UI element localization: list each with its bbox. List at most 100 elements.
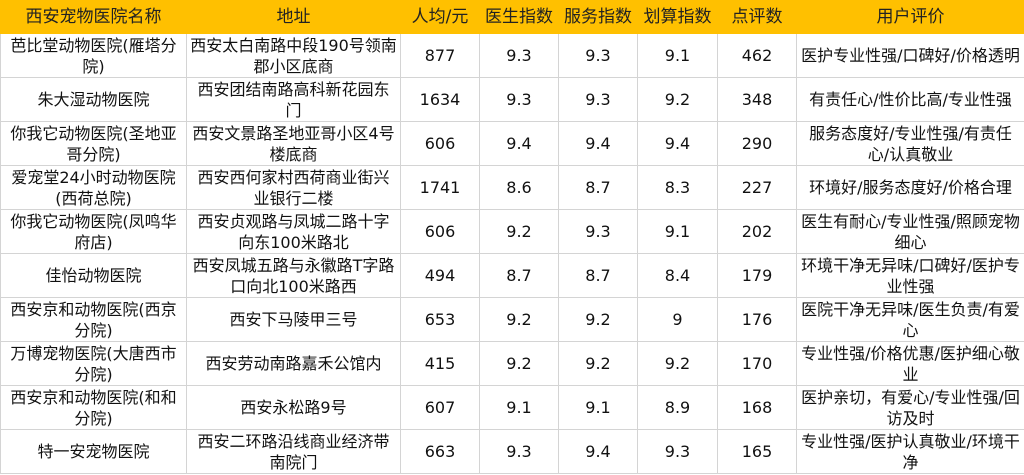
cell-service-index[interactable]: 9.4: [558, 429, 638, 474]
cell-address[interactable]: 西安下马陵甲三号: [186, 297, 401, 342]
table-row: 芭比堂动物医院(雁塔分院) 西安太白南路中段190号领南郡小区底商 877 9.3 9.…: [0, 33, 1024, 78]
col-header-review-count[interactable]: 点评数: [717, 0, 797, 34]
cell-price[interactable]: 663: [400, 429, 480, 474]
cell-doctor-index[interactable]: 9.3: [479, 429, 559, 474]
cell-review-count[interactable]: 290: [717, 121, 797, 166]
cell-review-count[interactable]: 170: [717, 341, 797, 386]
cell-value-index[interactable]: 9.1: [637, 209, 718, 254]
cell-price[interactable]: 415: [400, 341, 480, 386]
cell-doctor-index[interactable]: 8.6: [479, 165, 559, 210]
cell-doctor-index[interactable]: 9.2: [479, 297, 559, 342]
col-header-name[interactable]: 西安宠物医院名称: [0, 0, 187, 34]
cell-doctor-index[interactable]: 9.3: [479, 33, 559, 78]
cell-value-index[interactable]: 9.1: [637, 33, 718, 78]
cell-review-count[interactable]: 165: [717, 429, 797, 474]
cell-value-index[interactable]: 8.9: [637, 385, 718, 430]
cell-service-index[interactable]: 9.3: [558, 209, 638, 254]
cell-review-count[interactable]: 227: [717, 165, 797, 210]
cell-address[interactable]: 西安太白南路中段190号领南郡小区底商: [186, 33, 401, 78]
cell-price[interactable]: 653: [400, 297, 480, 342]
cell-price[interactable]: 877: [400, 33, 480, 78]
cell-value-index[interactable]: 9.2: [637, 341, 718, 386]
table-row: 佳怡动物医院 西安凤城五路与永徽路T字路口向北100米路西 494 8.7 8.7 8.4…: [0, 253, 1024, 298]
table-row: 你我它动物医院(凤鸣华府店) 西安贞观路与凤城二路十字向东100米路北 606 9.2…: [0, 209, 1024, 254]
cell-address[interactable]: 西安西何家村西荷商业街兴业银行二楼: [186, 165, 401, 210]
cell-value-index[interactable]: 9: [637, 297, 718, 342]
table-row: 特一安宠物医院 西安二环路沿线商业经济带南院门 663 9.3 9.4 9.3 165 专业性…: [0, 429, 1024, 474]
cell-name[interactable]: 爱宠堂24小时动物医院(西荷总院): [0, 165, 187, 210]
cell-address[interactable]: 西安贞观路与凤城二路十字向东100米路北: [186, 209, 401, 254]
cell-name[interactable]: 朱大湿动物医院: [0, 77, 187, 122]
table-row: 西安京和动物医院(西京分院) 西安下马陵甲三号 653 9.2 9.2 9 176 医院干净无…: [0, 297, 1024, 342]
cell-price[interactable]: 494: [400, 253, 480, 298]
cell-name[interactable]: 你我它动物医院(凤鸣华府店): [0, 209, 187, 254]
cell-address[interactable]: 西安文景路圣地亚哥小区4号楼底商: [186, 121, 401, 166]
cell-price[interactable]: 606: [400, 121, 480, 166]
cell-name[interactable]: 特一安宠物医院: [0, 429, 187, 474]
cell-review-count[interactable]: 176: [717, 297, 797, 342]
cell-service-index[interactable]: 9.2: [558, 297, 638, 342]
cell-review-count[interactable]: 462: [717, 33, 797, 78]
col-header-service-index[interactable]: 服务指数: [558, 0, 638, 34]
cell-name[interactable]: 佳怡动物医院: [0, 253, 187, 298]
cell-value-index[interactable]: 8.4: [637, 253, 718, 298]
cell-name[interactable]: 西安京和动物医院(和和分院): [0, 385, 187, 430]
cell-doctor-index[interactable]: 9.2: [479, 341, 559, 386]
table-row: 你我它动物医院(圣地亚哥分院) 西安文景路圣地亚哥小区4号楼底商 606 9.4 9.4…: [0, 121, 1024, 166]
cell-price[interactable]: 607: [400, 385, 480, 430]
cell-user-review[interactable]: 专业性强/价格优惠/医护细心敬业: [796, 341, 1024, 386]
cell-user-review[interactable]: 专业性强/医护认真敬业/环境干净: [796, 429, 1024, 474]
cell-user-review[interactable]: 医护专业性强/口碑好/价格透明: [796, 33, 1024, 78]
cell-address[interactable]: 西安二环路沿线商业经济带南院门: [186, 429, 401, 474]
cell-doctor-index[interactable]: 8.7: [479, 253, 559, 298]
cell-price[interactable]: 1634: [400, 77, 480, 122]
cell-review-count[interactable]: 179: [717, 253, 797, 298]
table-row: 爱宠堂24小时动物医院(西荷总院) 西安西何家村西荷商业街兴业银行二楼 1741 8.…: [0, 165, 1024, 210]
cell-value-index[interactable]: 8.3: [637, 165, 718, 210]
cell-name[interactable]: 万博宠物医院(大唐西市分院): [0, 341, 187, 386]
cell-name[interactable]: 你我它动物医院(圣地亚哥分院): [0, 121, 187, 166]
cell-name[interactable]: 西安京和动物医院(西京分院): [0, 297, 187, 342]
cell-user-review[interactable]: 医院干净无异味/医生负责/有爱心: [796, 297, 1024, 342]
cell-service-index[interactable]: 9.1: [558, 385, 638, 430]
col-header-doctor-index[interactable]: 医生指数: [479, 0, 559, 34]
cell-user-review[interactable]: 服务态度好/专业性强/有责任心/认真敬业: [796, 121, 1024, 166]
cell-review-count[interactable]: 348: [717, 77, 797, 122]
cell-name[interactable]: 芭比堂动物医院(雁塔分院): [0, 33, 187, 78]
cell-service-index[interactable]: 9.2: [558, 341, 638, 386]
cell-user-review[interactable]: 环境干净无异味/口碑好/医护专业性强: [796, 253, 1024, 298]
col-header-address[interactable]: 地址: [186, 0, 401, 34]
table-row: 西安京和动物医院(和和分院) 西安永松路9号 607 9.1 9.1 8.9 168 医护亲切…: [0, 385, 1024, 430]
cell-value-index[interactable]: 9.2: [637, 77, 718, 122]
cell-doctor-index[interactable]: 9.3: [479, 77, 559, 122]
cell-doctor-index[interactable]: 9.2: [479, 209, 559, 254]
cell-user-review[interactable]: 环境好/服务态度好/价格合理: [796, 165, 1024, 210]
cell-service-index[interactable]: 9.3: [558, 77, 638, 122]
cell-doctor-index[interactable]: 9.4: [479, 121, 559, 166]
col-header-price[interactable]: 人均/元: [400, 0, 480, 34]
header-row: 西安宠物医院名称 地址 人均/元 医生指数 服务指数 划算指数 点评数 用户评价: [0, 0, 1024, 34]
cell-address[interactable]: 西安凤城五路与永徽路T字路口向北100米路西: [186, 253, 401, 298]
cell-price[interactable]: 1741: [400, 165, 480, 210]
cell-address[interactable]: 西安劳动南路嘉禾公馆内: [186, 341, 401, 386]
cell-price[interactable]: 606: [400, 209, 480, 254]
cell-doctor-index[interactable]: 9.1: [479, 385, 559, 430]
cell-user-review[interactable]: 医护亲切，有爱心/专业性强/回访及时: [796, 385, 1024, 430]
cell-review-count[interactable]: 202: [717, 209, 797, 254]
col-header-value-index[interactable]: 划算指数: [637, 0, 718, 34]
cell-address[interactable]: 西安团结南路高科新花园东门: [186, 77, 401, 122]
col-header-user-review[interactable]: 用户评价: [796, 0, 1024, 34]
cell-value-index[interactable]: 9.4: [637, 121, 718, 166]
cell-service-index[interactable]: 8.7: [558, 165, 638, 210]
table-row: 万博宠物医院(大唐西市分院) 西安劳动南路嘉禾公馆内 415 9.2 9.2 9.2 170…: [0, 341, 1024, 386]
cell-user-review[interactable]: 医生有耐心/专业性强/照顾宠物细心: [796, 209, 1024, 254]
cell-service-index[interactable]: 9.3: [558, 33, 638, 78]
cell-service-index[interactable]: 8.7: [558, 253, 638, 298]
table-row: 朱大湿动物医院 西安团结南路高科新花园东门 1634 9.3 9.3 9.2 348 有责任心…: [0, 77, 1024, 122]
cell-service-index[interactable]: 9.4: [558, 121, 638, 166]
cell-value-index[interactable]: 9.3: [637, 429, 718, 474]
cell-address[interactable]: 西安永松路9号: [186, 385, 401, 430]
cell-review-count[interactable]: 168: [717, 385, 797, 430]
cell-user-review[interactable]: 有责任心/性价比高/专业性强: [796, 77, 1024, 122]
